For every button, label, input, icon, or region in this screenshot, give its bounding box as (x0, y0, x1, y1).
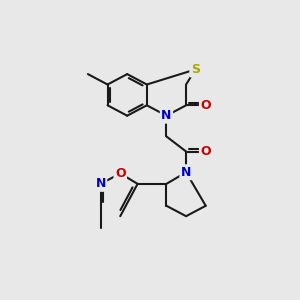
Text: O: O (200, 99, 211, 112)
Text: O: O (200, 145, 211, 158)
Text: N: N (161, 109, 172, 122)
Text: N: N (95, 177, 106, 190)
Text: S: S (191, 63, 200, 76)
Text: N: N (181, 166, 191, 179)
Text: O: O (115, 167, 126, 180)
